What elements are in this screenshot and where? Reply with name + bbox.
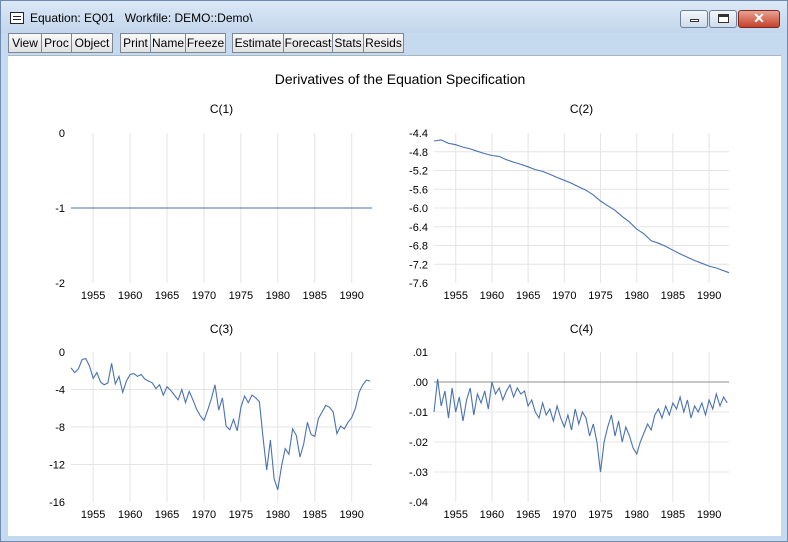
panel-1-ytick-label: -2 <box>55 278 65 290</box>
title-bar[interactable]: Equation: EQ01 Workfile: DEMO::Demo\ ✕ <box>1 1 787 33</box>
panel-2-xtick-label: 1985 <box>661 290 685 302</box>
panel-1-xtick-label: 1975 <box>229 290 253 302</box>
panel-1-xtick-label: 1955 <box>81 290 105 302</box>
stats-button[interactable]: Stats <box>332 33 364 53</box>
panel-3-ytick-label: 0 <box>59 347 65 359</box>
minimize-button[interactable] <box>680 10 708 28</box>
close-button[interactable]: ✕ <box>738 10 780 28</box>
panel-3-ytick-label: -16 <box>49 497 65 509</box>
panel-4-xtick-label: 1960 <box>480 509 504 521</box>
panel-3-ytick-label: -12 <box>49 460 65 472</box>
panel-3-xtick-label: 1960 <box>118 509 142 521</box>
panel-3-title: C(3) <box>210 322 233 336</box>
panel-4-xtick-label: 1955 <box>443 509 467 521</box>
panel-4-xtick-label: 1980 <box>624 509 648 521</box>
figure-title: Derivatives of the Equation Specificatio… <box>275 71 526 87</box>
resids-button[interactable]: Resids <box>363 33 404 53</box>
graph-view[interactable]: Derivatives of the Equation Specificatio… <box>8 55 781 536</box>
panel-1-xtick-label: 1970 <box>192 290 216 302</box>
panel-2-xtick-label: 1980 <box>624 290 648 302</box>
maximize-icon <box>718 14 729 23</box>
close-icon: ✕ <box>753 10 765 26</box>
panel-2-ytick-label: -4.4 <box>409 128 428 140</box>
estimate-button[interactable]: Estimate <box>232 33 284 53</box>
panel-3-xtick-label: 1955 <box>81 509 105 521</box>
object-toolbar: View Proc Object Print Name Freeze Estim… <box>8 33 781 54</box>
panel-2-ytick-label: -7.2 <box>409 259 428 271</box>
panel-3-xtick-label: 1965 <box>155 509 179 521</box>
panel-1-xtick-label: 1965 <box>155 290 179 302</box>
name-button[interactable]: Name <box>150 33 186 53</box>
panel-4-ytick-label: -.03 <box>409 467 428 479</box>
panel-3-series-line <box>70 357 371 490</box>
window-title: Equation: EQ01 Workfile: DEMO::Demo\ <box>30 11 253 25</box>
panel-4-ytick-label: .01 <box>413 347 428 359</box>
panel-3-ytick-label: -4 <box>55 385 65 397</box>
panel-1-xtick-label: 1960 <box>118 290 142 302</box>
panel-2-title: C(2) <box>570 102 593 116</box>
minimize-icon <box>690 19 699 22</box>
window-menu-icon[interactable] <box>10 12 24 24</box>
panel-3-xtick-label: 1990 <box>339 509 363 521</box>
panel-2-ytick-label: -6.8 <box>409 241 428 253</box>
panel-2-xtick-label: 1960 <box>480 290 504 302</box>
print-button[interactable]: Print <box>120 33 151 53</box>
panel-3-xtick-label: 1975 <box>229 509 253 521</box>
panel-2-ytick-label: -5.6 <box>409 184 428 196</box>
panel-1-xtick-label: 1980 <box>266 290 290 302</box>
panel-2-xtick-label: 1970 <box>552 290 576 302</box>
freeze-button[interactable]: Freeze <box>185 33 226 53</box>
panel-2-ytick-label: -6.4 <box>409 222 428 234</box>
panel-1-ytick-label: -1 <box>55 203 65 215</box>
panel-1-xtick-label: 1990 <box>339 290 363 302</box>
panel-2-ytick-label: -5.2 <box>409 166 428 178</box>
panel-4-xtick-label: 1985 <box>661 509 685 521</box>
panel-2-ytick-label: -7.6 <box>409 278 428 290</box>
panel-4-ytick-label: .00 <box>413 377 428 389</box>
panel-3-xtick-label: 1970 <box>192 509 216 521</box>
proc-button[interactable]: Proc <box>41 33 72 53</box>
panel-1-title: C(1) <box>210 102 233 116</box>
panel-2-ytick-label: -4.8 <box>409 147 428 159</box>
panel-4-ytick-label: -.04 <box>409 497 428 509</box>
panel-4-ytick-label: -.01 <box>409 407 428 419</box>
object-button[interactable]: Object <box>71 33 113 53</box>
maximize-button[interactable] <box>709 10 737 28</box>
forecast-button[interactable]: Forecast <box>283 33 333 53</box>
panel-4-xtick-label: 1965 <box>516 509 540 521</box>
panel-2-xtick-label: 1990 <box>697 290 721 302</box>
panel-3-xtick-label: 1985 <box>303 509 327 521</box>
panel-2-series-line <box>433 139 730 274</box>
panel-2-xtick-label: 1965 <box>516 290 540 302</box>
panel-4-series-line <box>433 378 728 473</box>
panel-4-title: C(4) <box>570 322 593 336</box>
panel-2-xtick-label: 1975 <box>588 290 612 302</box>
panel-2-ytick-label: -6.0 <box>409 203 428 215</box>
panel-4-ytick-label: -.02 <box>409 437 428 449</box>
view-button[interactable]: View <box>8 33 42 53</box>
panel-1-xtick-label: 1985 <box>303 290 327 302</box>
panel-1-ytick-label: 0 <box>59 128 65 140</box>
panel-2-xtick-label: 1955 <box>443 290 467 302</box>
derivatives-graph: Derivatives of the Equation Specificatio… <box>49 71 730 521</box>
panel-4-xtick-label: 1975 <box>588 509 612 521</box>
panel-3-ytick-label: -8 <box>55 422 65 434</box>
panel-4-xtick-label: 1990 <box>697 509 721 521</box>
panel-4-xtick-label: 1970 <box>552 509 576 521</box>
panel-3-xtick-label: 1980 <box>266 509 290 521</box>
